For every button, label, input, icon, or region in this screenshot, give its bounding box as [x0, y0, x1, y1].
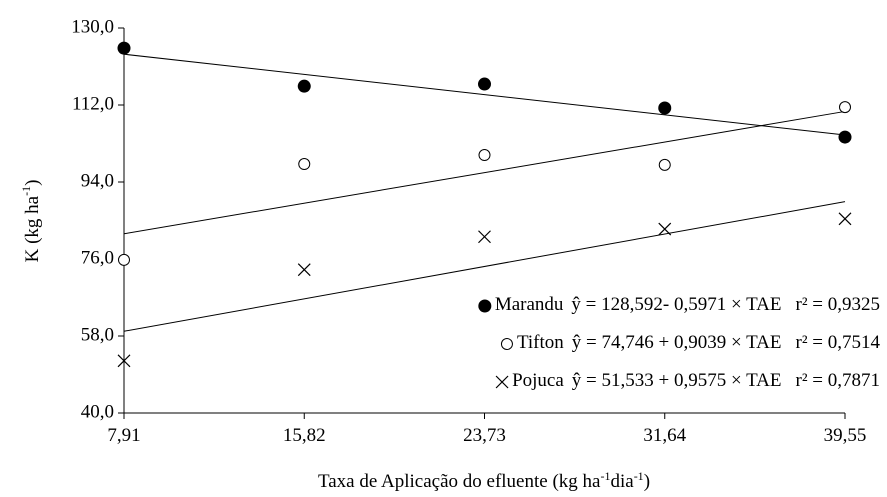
legend-name: Tifton [517, 332, 564, 353]
y-tick-label: 94,0 [81, 170, 114, 191]
point [658, 222, 672, 236]
legend-equation: ŷ = 74,746 + 0,9039 × TAE [572, 332, 782, 353]
point [658, 101, 672, 115]
x-tick-label: 7,91 [107, 425, 140, 446]
y-tick-label: 112,0 [72, 93, 114, 114]
y-tick-label: 58,0 [81, 324, 114, 345]
x-tick-label: 39,55 [824, 425, 867, 446]
x-label-part: ) [644, 471, 650, 492]
trend-line [123, 53, 846, 136]
point [298, 158, 311, 171]
x-tick-label: 15,82 [283, 425, 326, 446]
point [838, 212, 852, 226]
point [297, 263, 311, 277]
point [658, 158, 671, 171]
x-label-part: dia [610, 471, 634, 492]
x-tick-label: 23,73 [463, 425, 506, 446]
trend-line [123, 201, 846, 332]
legend-entry: Tifton ŷ = 74,746 + 0,9039 × TAE r² = 0,75… [500, 332, 881, 353]
legend-entry: Marandu ŷ = 128,592- 0,5971 × TAE r² = 0,9… [478, 294, 880, 315]
legend-marker [478, 299, 492, 313]
legend-equation: ŷ = 128,592- 0,5971 × TAE [571, 294, 781, 315]
legend-name: Marandu [495, 294, 564, 315]
point [118, 253, 130, 266]
y-tick-label: 40,0 [81, 401, 114, 422]
point [838, 130, 852, 144]
legend-r2: r² = 0,7514 [796, 332, 881, 353]
point [478, 149, 491, 162]
x-label-sup: -1 [634, 469, 644, 483]
y-axis-label: K (kg ha-1) [19, 180, 44, 263]
legend-entry: Pojuca ŷ = 51,533 + 0,9575 × TAE r² = 0,78… [495, 370, 880, 391]
trend-line [123, 110, 846, 235]
x-label-part: Taxa de Aplicação do efluente (kg ha [318, 471, 601, 492]
point [117, 41, 131, 55]
point [117, 354, 131, 368]
y-tick-label: 130,0 [71, 16, 114, 37]
legend-equation: ŷ = 51,533 + 0,9575 × TAE [572, 370, 782, 391]
y-tick-label: 76,0 [81, 247, 114, 268]
y-label-sup: -1 [19, 186, 33, 196]
x-tick-label: 31,64 [643, 425, 686, 446]
legend-marker [495, 375, 509, 389]
x-label-sup: -1 [600, 469, 610, 483]
legend-r2: r² = 0,9325 [796, 294, 881, 315]
y-label-part: ) [22, 180, 43, 186]
point [478, 230, 491, 244]
legend-text: Marandu ŷ = 128,592- 0,5971 × TAE r² = 0,9… [495, 294, 880, 315]
y-label-part: K (kg ha [22, 195, 43, 262]
point [297, 79, 311, 93]
x-axis-label: Taxa de Aplicação do efluente (kg ha-1di… [318, 469, 650, 492]
point [478, 77, 491, 91]
point [839, 101, 851, 114]
legend-r2: r² = 0,7871 [796, 370, 881, 391]
legend-name: Pojuca [512, 370, 564, 391]
legend-text: Tifton ŷ = 74,746 + 0,9039 × TAE r² = 0,75… [517, 332, 881, 353]
legend-marker [500, 338, 513, 350]
legend-text: Pojuca ŷ = 51,533 + 0,9575 × TAE r² = 0,78… [512, 370, 880, 391]
